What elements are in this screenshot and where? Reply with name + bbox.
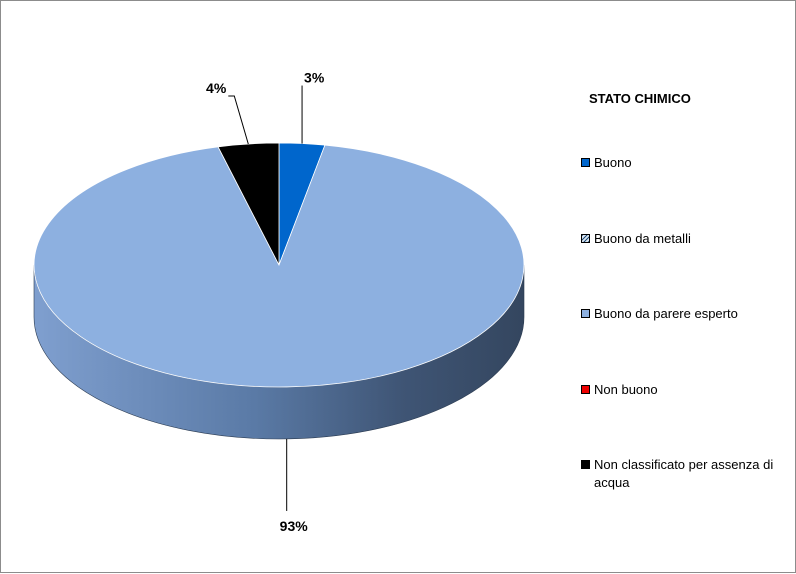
data-label: 93% xyxy=(280,518,309,534)
legend-title: STATO CHIMICO xyxy=(589,91,691,106)
legend-swatch-buono-da-parere-esperto xyxy=(581,309,590,318)
legend-swatch-buono xyxy=(581,158,590,167)
pie-slice-buono-da-parere-esperto xyxy=(33,144,525,388)
pie-slice-non-classificato-per-assenza-di-acqua xyxy=(217,142,280,266)
legend-item-buono-da-metalli: Buono da metalli xyxy=(581,230,786,248)
legend-label: Buono xyxy=(594,155,632,170)
legend-label: Non classificato per assenza di acqua xyxy=(594,457,774,490)
data-label: 4% xyxy=(206,80,227,96)
legend-label: Buono da parere esperto xyxy=(594,306,738,321)
legend-item-non-classificato: Non classificato per assenza di acqua xyxy=(581,456,786,492)
data-label-group: 4% xyxy=(206,80,249,145)
legend-item-buono: Buono xyxy=(581,154,786,172)
legend-label: Non buono xyxy=(594,382,658,397)
legend-swatch-non-classificato xyxy=(581,460,590,469)
data-label-group: 3% xyxy=(301,70,325,144)
data-label-group: 93% xyxy=(280,438,309,534)
legend-item-non-buono: Non buono xyxy=(581,381,786,399)
legend-swatch-buono-da-metalli xyxy=(581,234,590,243)
legend-item-buono-da-parere-esperto: Buono da parere esperto xyxy=(581,305,786,323)
legend-swatch-non-buono xyxy=(581,385,590,394)
legend-label: Buono da metalli xyxy=(594,231,691,246)
data-label: 3% xyxy=(304,70,325,86)
leader-line xyxy=(228,95,249,145)
